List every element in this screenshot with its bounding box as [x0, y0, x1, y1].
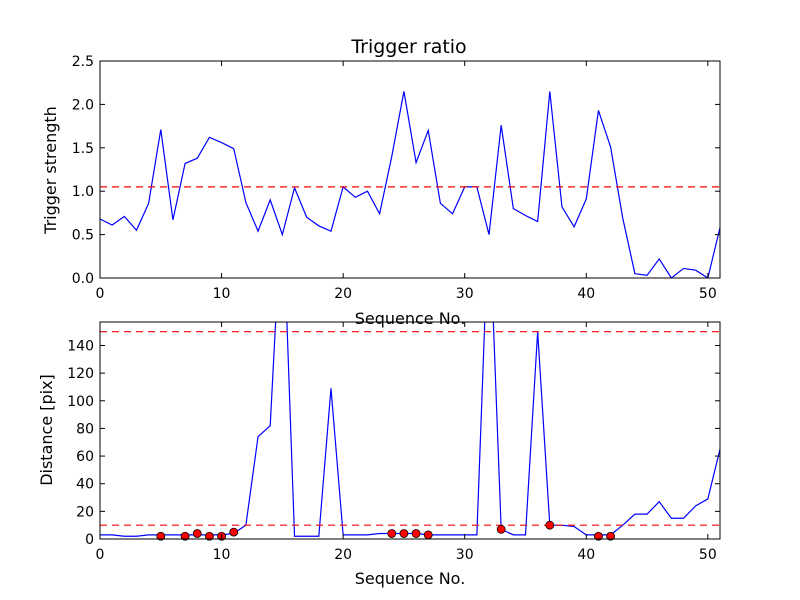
data-marker: [192, 529, 202, 538]
y-tick-label: 20: [76, 504, 94, 520]
axis-ticks: 0 10 20 30 40 50 0.0 0.5 1.0 1.5 2.0 2.5: [72, 54, 720, 302]
x-tick-label: 20: [334, 286, 352, 302]
axes-frame: [99, 60, 721, 279]
x-tick-label: 50: [699, 286, 717, 302]
y-tick-label: 80: [76, 421, 94, 437]
axes-frame: [99, 321, 721, 540]
data-marker: [387, 529, 397, 538]
y-tick-label: 60: [76, 449, 94, 465]
x-tick-label: 50: [699, 547, 717, 563]
plot-content: [100, 322, 720, 537]
y-tick-label: 0.0: [72, 271, 94, 287]
series-line: [100, 322, 720, 537]
data-marker: [545, 520, 555, 530]
x-tick-label: 30: [456, 286, 474, 302]
x-tick-label: 10: [213, 286, 231, 302]
y-tick-label: 1.5: [72, 141, 94, 157]
data-marker: [496, 524, 506, 534]
data-marker: [180, 531, 190, 541]
x-axis-label: Sequence No.: [355, 569, 466, 588]
data-marker: [156, 531, 166, 541]
x-tick-label: 20: [334, 547, 352, 563]
x-tick-label: 40: [577, 547, 595, 563]
x-tick-label: 10: [213, 547, 231, 563]
data-marker: [399, 529, 409, 538]
y-tick-label: 40: [76, 477, 94, 493]
data-marker: [205, 531, 214, 541]
plot-area: [100, 91, 720, 278]
data-marker: [594, 531, 603, 541]
x-tick-label: 0: [96, 286, 105, 302]
series-line: [100, 91, 720, 278]
y-tick-label: 2.5: [72, 54, 94, 70]
distance-chart: 0 10 20 30 40 50 0 20 40 60 80 100 120 140 Sequence N…: [37, 321, 721, 588]
y-tick-label: 0: [85, 532, 94, 548]
trigger-ratio-chart: Trigger ratio 0 10 20 30 40 50 0.0 0.5 1.0 1.5 2.0…: [41, 36, 721, 328]
axis-ticks: 0 10 20 30 40 50 0 20 40 60 80 100 120 140: [67, 322, 720, 563]
plot-content: [100, 91, 720, 278]
y-tick-label: 100: [67, 394, 94, 410]
x-tick-label: 0: [96, 547, 105, 563]
y-axis-label: Distance [pix]: [37, 374, 56, 486]
y-axis-label: Trigger strength: [41, 106, 60, 235]
y-tick-label: 2.0: [72, 97, 94, 113]
x-tick-label: 40: [577, 286, 595, 302]
x-tick-label: 30: [456, 547, 474, 563]
data-marker: [411, 529, 421, 538]
plot-area: [100, 322, 720, 541]
y-tick-label: 120: [67, 366, 94, 382]
data-marker: [229, 527, 239, 537]
data-marker: [606, 531, 615, 541]
y-tick-label: 0.5: [72, 228, 94, 244]
y-tick-label: 1.0: [72, 184, 94, 200]
x-axis-label: Sequence No.: [355, 309, 466, 328]
chart-title: Trigger ratio: [350, 36, 466, 58]
y-tick-label: 140: [67, 338, 94, 354]
